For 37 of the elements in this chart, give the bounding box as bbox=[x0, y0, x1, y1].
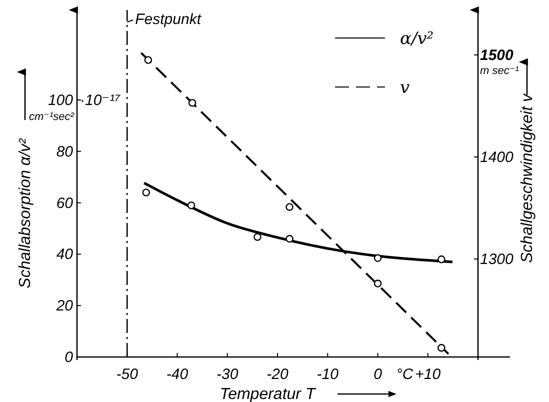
y-axis-title: Schallabsorption α/v² bbox=[17, 138, 34, 288]
point bbox=[286, 203, 294, 211]
annotation: ·10⁻¹⁷ bbox=[80, 92, 121, 109]
point bbox=[188, 98, 196, 107]
y2-tick-label: 1400 bbox=[480, 148, 514, 166]
y2-tick-label: 1500 bbox=[480, 46, 514, 64]
point bbox=[254, 233, 262, 241]
point bbox=[142, 188, 150, 196]
y-tick-label: 60 bbox=[56, 194, 74, 212]
point bbox=[187, 201, 196, 210]
point bbox=[374, 280, 382, 288]
y2-axis-title: Schallgeschwindigkeit v bbox=[519, 93, 536, 263]
ref-line-label: Festpunkt bbox=[135, 11, 202, 28]
y-tick-label: 40 bbox=[56, 246, 74, 264]
text: cm⁻¹sec² bbox=[29, 110, 74, 123]
text: m sec⁻¹ bbox=[480, 64, 520, 77]
point bbox=[144, 56, 152, 64]
point bbox=[286, 234, 294, 243]
point bbox=[374, 254, 382, 262]
x-tick-label: 0 bbox=[374, 366, 383, 383]
point bbox=[438, 344, 446, 352]
x-tick-label: -50 bbox=[116, 366, 139, 383]
y-tick-label: 100 bbox=[48, 92, 74, 109]
y-tick-label: 80 bbox=[56, 143, 74, 160]
x-tick-label: -40 bbox=[166, 366, 189, 383]
x-tick-label: -10 bbox=[316, 366, 340, 383]
x-tick-label: -20 bbox=[266, 366, 289, 383]
x-tick-label: +10 bbox=[415, 366, 442, 383]
legend-label: v bbox=[400, 78, 410, 98]
y-tick-label: 0 bbox=[64, 349, 74, 366]
x-tick-label: -30 bbox=[216, 366, 239, 383]
text: °C bbox=[396, 366, 414, 383]
point bbox=[438, 255, 446, 264]
y2-tick-label: 1300 bbox=[480, 251, 514, 268]
x-axis-title: Temperatur T bbox=[220, 386, 316, 402]
y-tick-label: 20 bbox=[55, 298, 74, 315]
legend-label: α/v² bbox=[400, 29, 434, 49]
